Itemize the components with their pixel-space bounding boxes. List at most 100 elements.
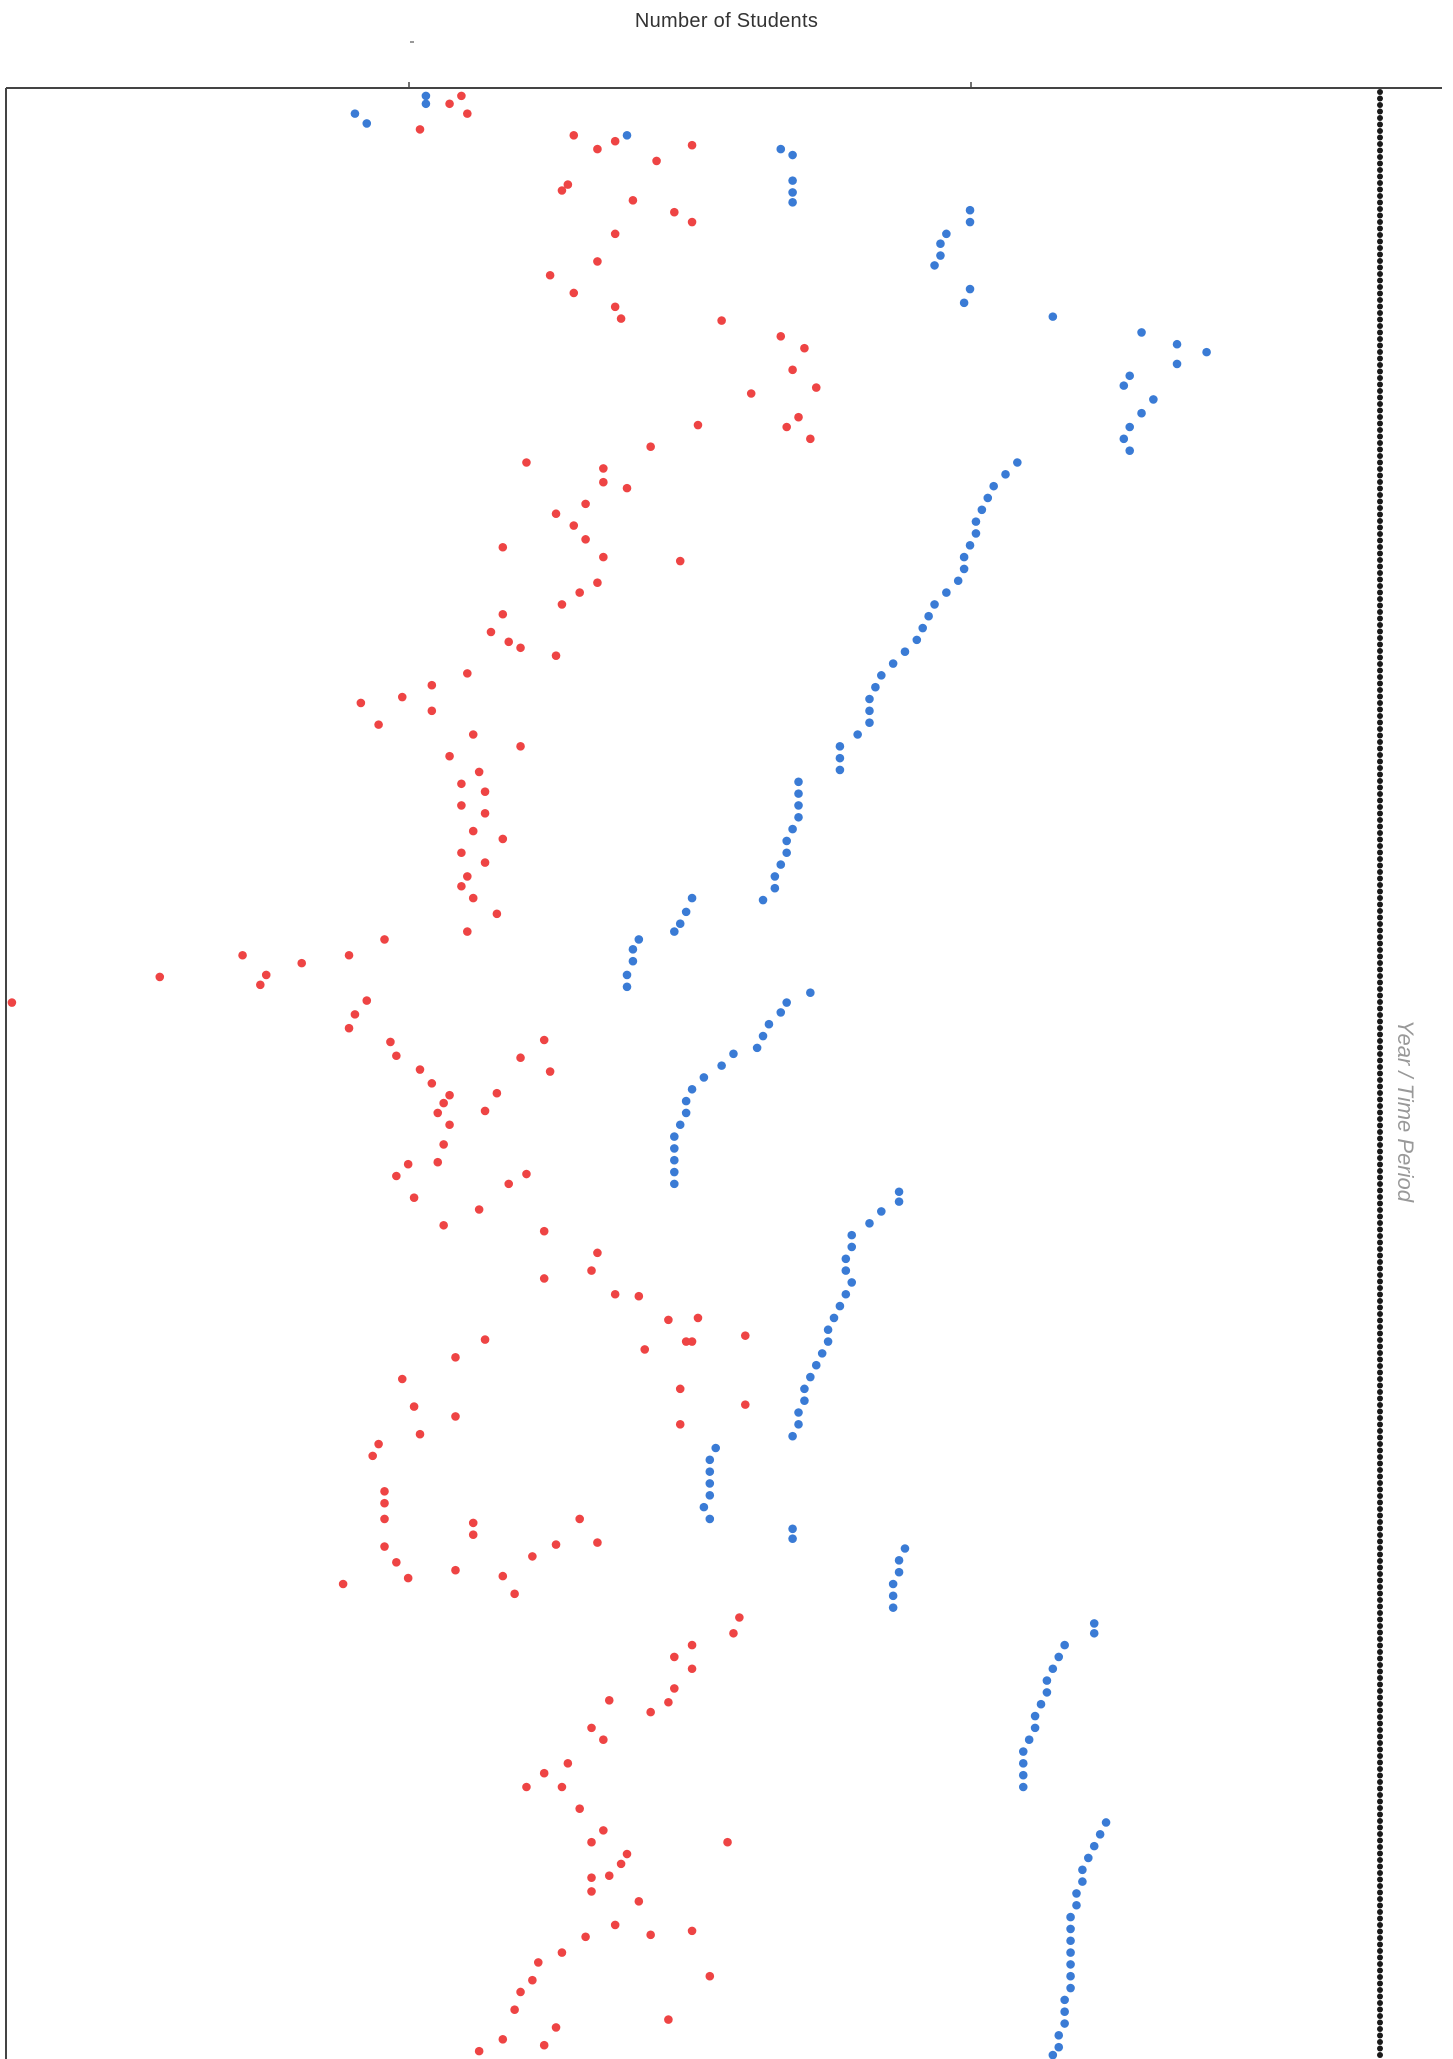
red-point — [687, 217, 697, 227]
boundary-dot — [1377, 1688, 1383, 1694]
blue-point — [865, 706, 874, 716]
boundary-dot — [1377, 862, 1383, 869]
boundary-dot — [1377, 1122, 1383, 1129]
boundary-dot — [1377, 1226, 1383, 1233]
boundary-dot — [1377, 1564, 1383, 1571]
blue-point — [930, 261, 939, 270]
boundary-dot — [1377, 1493, 1383, 1499]
red-point — [569, 521, 579, 530]
boundary-dot — [1377, 979, 1383, 986]
boundary-dot — [1377, 791, 1383, 797]
blue-point — [628, 956, 638, 966]
boundary-dot — [1377, 1805, 1383, 1811]
red-point — [687, 1337, 697, 1346]
blue-point — [670, 1132, 679, 1141]
boundary-dot — [1377, 1298, 1383, 1304]
blue-point — [1054, 2031, 1064, 2040]
blue-point — [1030, 1723, 1040, 1733]
red-point — [539, 1274, 549, 1283]
boundary-dot — [1377, 1545, 1383, 1551]
boundary-dot — [1377, 524, 1383, 531]
red-point — [427, 680, 437, 690]
red-point — [599, 477, 608, 487]
boundary-dot — [1377, 882, 1383, 888]
blue-point — [936, 239, 945, 249]
red-point — [445, 751, 454, 761]
boundary-dot — [1377, 1577, 1383, 1584]
red-point — [362, 996, 372, 1005]
blue-point — [1060, 2019, 1069, 2028]
boundary-dot — [1377, 1857, 1383, 1863]
red-point — [670, 207, 679, 217]
red-point — [528, 1552, 537, 1561]
boundary-dot — [1377, 1707, 1383, 1714]
red-point — [533, 1958, 543, 1967]
red-point — [392, 1558, 401, 1567]
boundary-dot — [1377, 1954, 1383, 1961]
boundary-dot — [1377, 1473, 1383, 1480]
boundary-dot — [1377, 544, 1383, 550]
boundary-dot — [1377, 1636, 1383, 1642]
blue-point — [794, 812, 803, 822]
red-point — [610, 229, 620, 239]
boundary-dot — [1377, 732, 1383, 739]
blue-point — [729, 1049, 738, 1059]
red-point — [569, 288, 579, 298]
blue-point — [959, 564, 969, 574]
red-point — [451, 1412, 460, 1421]
boundary-dot — [1377, 1051, 1383, 1057]
red-point — [587, 1873, 596, 1882]
red-point — [551, 509, 561, 519]
red-point — [599, 1826, 608, 1835]
blue-point — [1054, 1652, 1064, 1662]
boundary-dot — [1377, 498, 1383, 505]
blue-point — [865, 718, 874, 727]
boundary-dot — [1377, 1525, 1383, 1532]
boundary-dot — [1377, 1649, 1383, 1655]
boundary-dot — [1377, 225, 1383, 232]
blue-point — [959, 298, 969, 308]
boundary-dot — [1377, 1070, 1383, 1077]
blue-point — [942, 229, 951, 239]
red-point — [498, 834, 508, 844]
blue-point — [989, 481, 998, 491]
blue-point — [912, 635, 922, 645]
boundary-dot — [1377, 1714, 1383, 1720]
boundary-dot — [1377, 193, 1383, 199]
boundary-dot — [1377, 1941, 1383, 1948]
red-point — [563, 1759, 573, 1768]
red-point — [415, 1065, 425, 1074]
blue-point — [622, 970, 632, 980]
boundary-dot — [1377, 1376, 1383, 1382]
boundary-dot — [1377, 1870, 1383, 1876]
red-point — [788, 365, 797, 375]
red-point — [463, 927, 472, 936]
boundary-dot — [1377, 1584, 1383, 1590]
red-point — [664, 1697, 673, 1707]
red-point — [374, 720, 383, 729]
red-point — [368, 1451, 377, 1461]
blue-point — [1066, 1960, 1075, 1969]
boundary-dot — [1377, 1161, 1383, 1168]
boundary-dot — [1377, 1571, 1383, 1577]
blue-point — [806, 1372, 815, 1382]
blue-point — [782, 998, 791, 1007]
boundary-dot — [1377, 1623, 1383, 1629]
red-point — [516, 1987, 525, 1997]
blue-point — [924, 611, 933, 621]
blue-point — [705, 1514, 715, 1524]
boundary-dot — [1377, 2013, 1383, 2019]
boundary-dot — [1377, 407, 1383, 414]
blue-point — [1125, 446, 1135, 455]
red-point — [693, 1313, 703, 1323]
boundary-dot — [1377, 986, 1383, 992]
red-point — [729, 1628, 738, 1638]
red-point — [427, 1079, 437, 1088]
blue-point — [699, 1502, 709, 1512]
blue-point — [871, 682, 880, 692]
boundary-dot — [1377, 1363, 1383, 1369]
boundary-dot — [1377, 1974, 1383, 1980]
boundary-dot — [1377, 2052, 1383, 2058]
boundary-dot — [1377, 186, 1383, 193]
boundary-dot — [1377, 160, 1383, 167]
